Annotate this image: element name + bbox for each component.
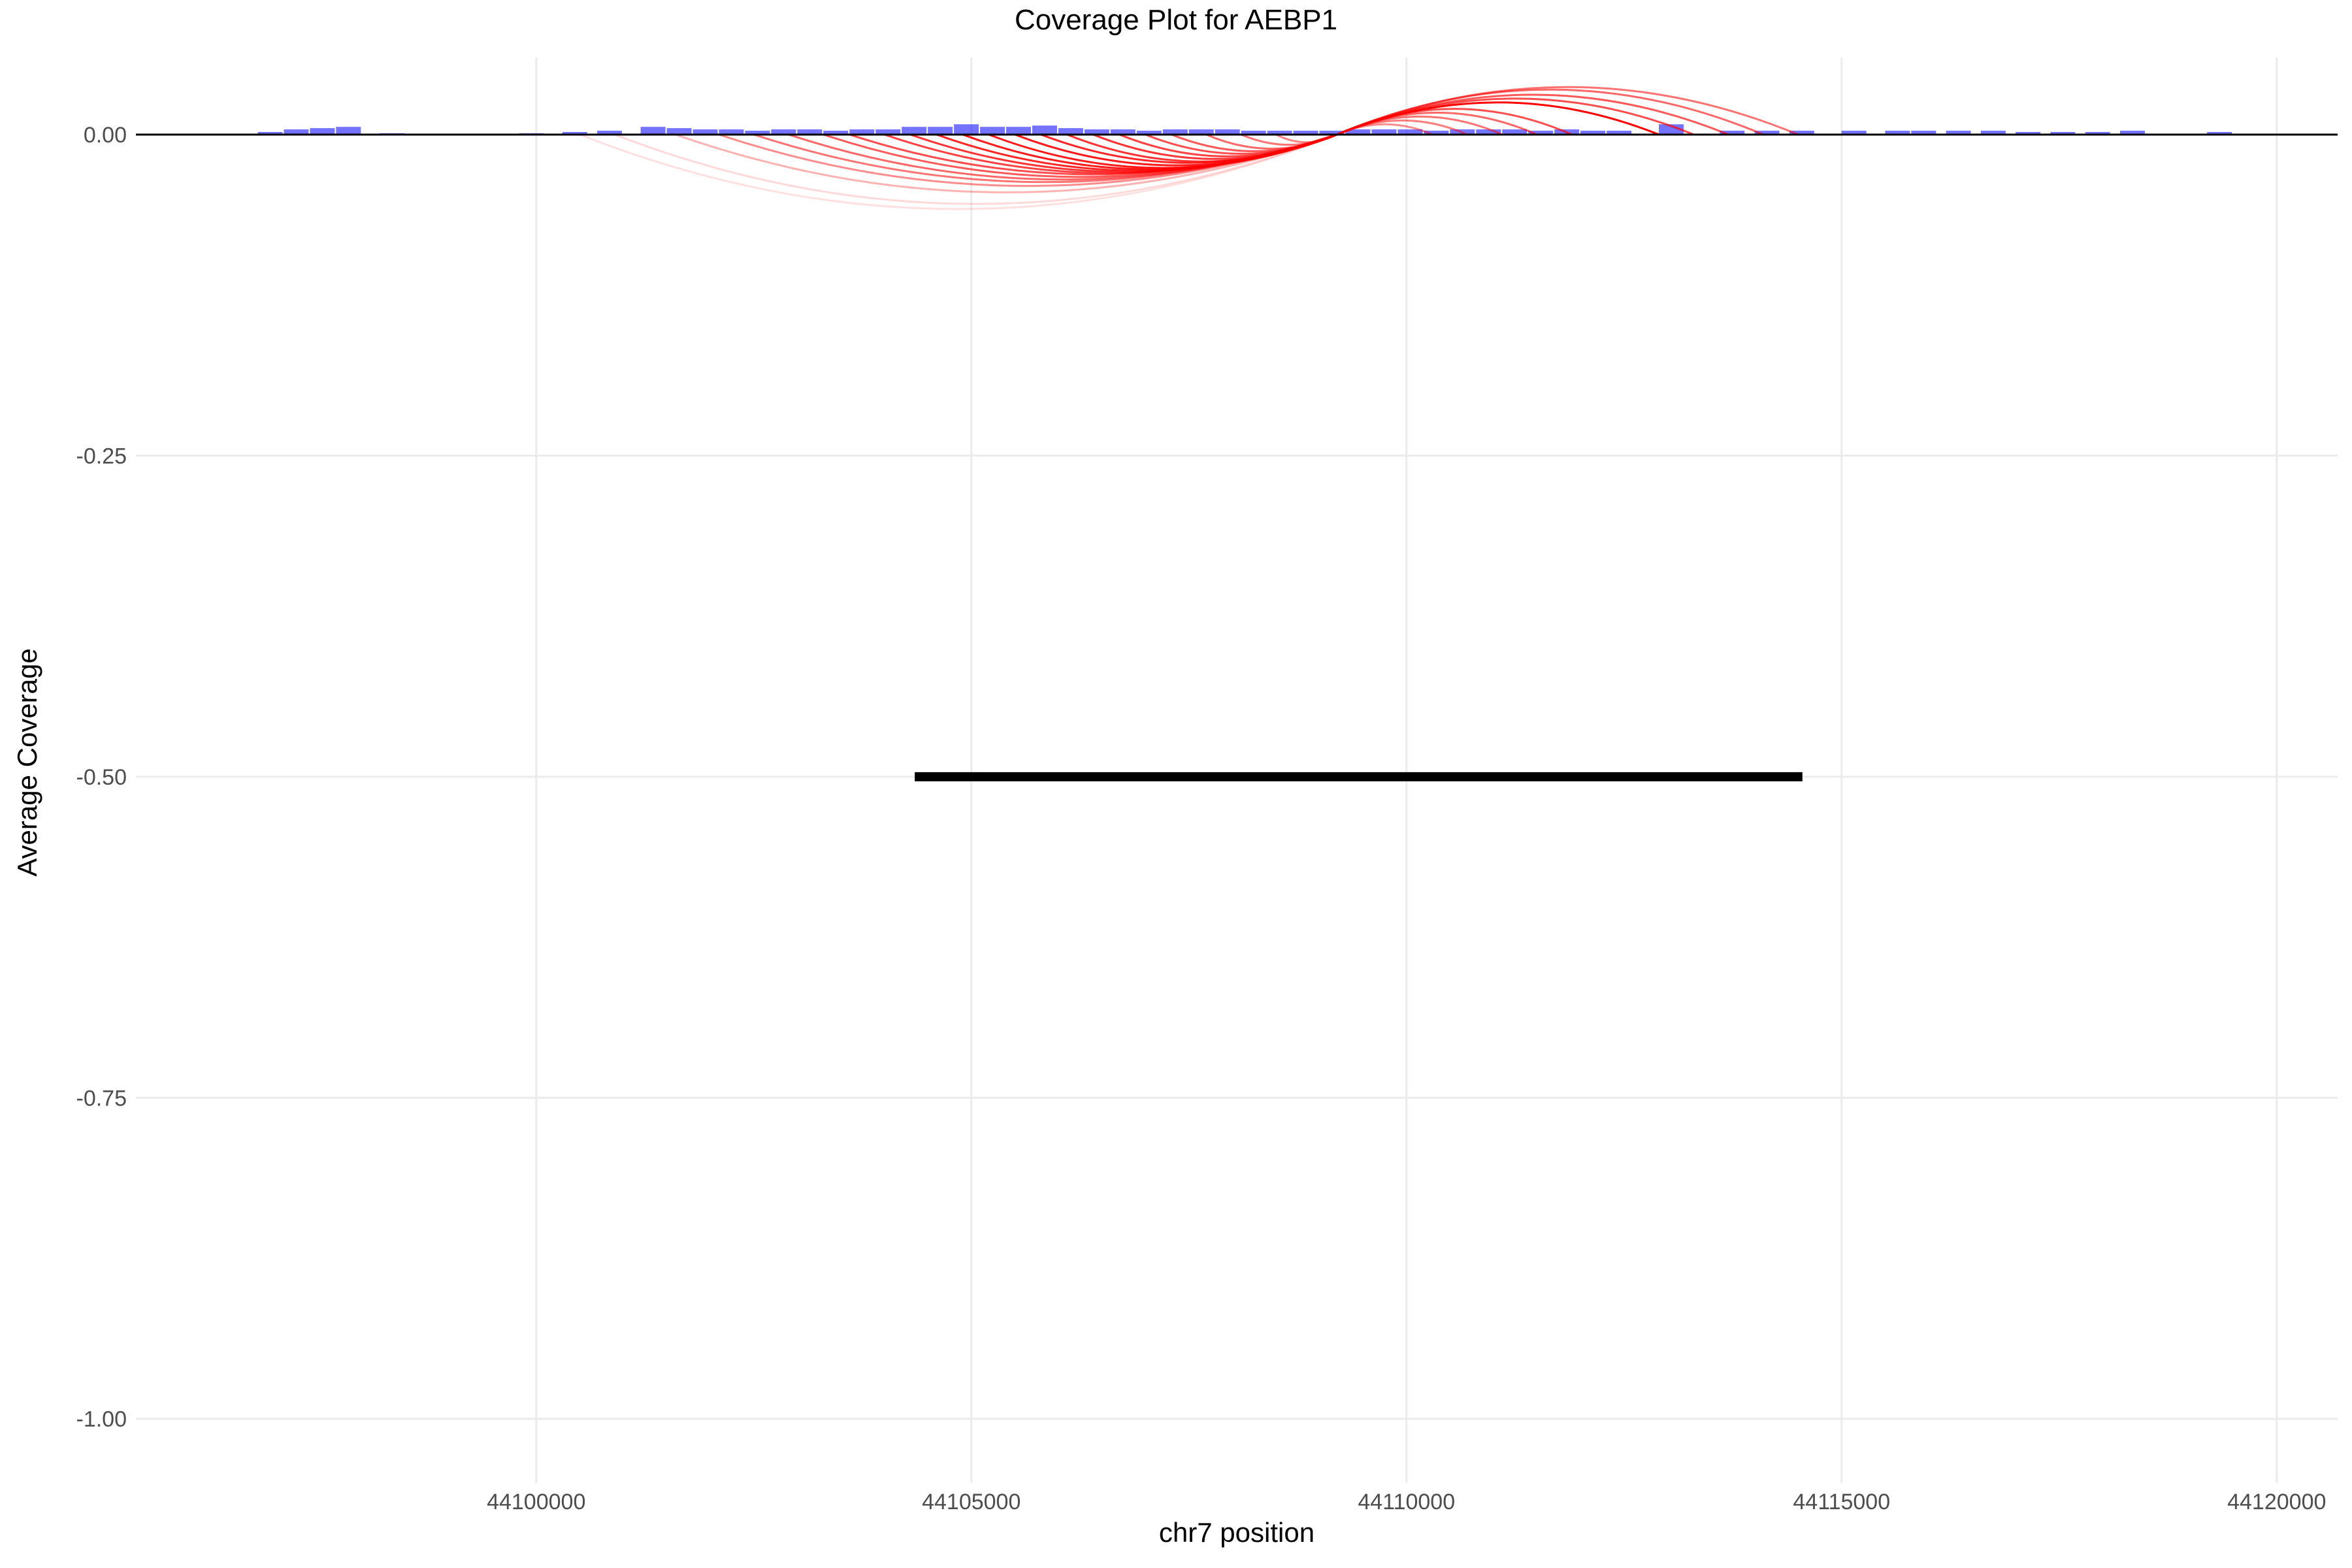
coverage-bar (1058, 128, 1083, 135)
coverage-bar (1476, 129, 1501, 135)
coverage-bar (596, 131, 622, 135)
junction-arc (1336, 123, 1433, 136)
junction-arc (579, 133, 1337, 210)
coverage-bar (980, 127, 1005, 135)
coverage-bar (1980, 131, 2006, 135)
coverage-bar (771, 129, 796, 135)
junction-arc (1336, 88, 1764, 136)
y-tick-label: -0.25 (76, 444, 127, 468)
coverage-bar (1789, 131, 1814, 135)
coverage-bar (928, 127, 953, 135)
junction-arcs (579, 86, 1799, 210)
coverage-bars (257, 124, 2232, 135)
y-tick-labels: 0.00 -0.25 -0.50 -0.75 -1.00 (76, 123, 127, 1432)
coverage-bar (2050, 132, 2076, 135)
coverage-bar (1885, 131, 1910, 135)
x-gridlines (535, 57, 2278, 1483)
coverage-bar (2085, 132, 2110, 135)
y-tick-label: 0.00 (84, 123, 127, 148)
coverage-bar (745, 131, 770, 135)
coverage-bar (1371, 129, 1397, 135)
coverage-bar (336, 127, 361, 135)
y-tick-label: -1.00 (76, 1407, 127, 1432)
coverage-bar (310, 128, 335, 135)
x-tick-label: 44120000 (2227, 1490, 2326, 1514)
coverage-bar (849, 129, 875, 135)
coverage-bar (1345, 129, 1371, 135)
junction-arc (1336, 119, 1468, 136)
coverage-bar (1502, 129, 1527, 135)
coverage-bar (1946, 131, 1971, 135)
coverage-bar (2207, 132, 2232, 135)
coverage-bar (797, 129, 823, 135)
coverage-bar (640, 127, 666, 135)
coverage-bar (666, 128, 692, 135)
coverage-bar (1136, 131, 1162, 135)
coverage-bar (1241, 131, 1266, 135)
coverage-bar (1607, 131, 1632, 135)
coverage-bar (1215, 129, 1240, 135)
coverage-bar (875, 129, 901, 135)
x-tick-labels: 44100000 44105000 44110000 44115000 44120000 (487, 1490, 2326, 1514)
coverage-bar (2119, 131, 2145, 135)
coverage-bar (1188, 129, 1214, 135)
coverage-bar (1580, 131, 1606, 135)
y-tick-label: -0.50 (76, 765, 127, 790)
coverage-bar (1424, 131, 1449, 135)
x-tick-label: 44115000 (1793, 1490, 1890, 1514)
coverage-bar (257, 132, 283, 135)
x-axis-label: chr7 position (1158, 1517, 1315, 1548)
coverage-bar (954, 124, 979, 135)
x-tick-label: 44105000 (922, 1490, 1021, 1514)
coverage-bar (1841, 131, 1867, 135)
coverage-bar (1110, 129, 1135, 135)
junction-arc (614, 133, 1337, 205)
coverage-bar (1397, 129, 1423, 135)
coverage-bar (1720, 131, 1745, 135)
coverage-bar (284, 129, 309, 135)
coverage-bar (1006, 127, 1031, 135)
junction-arc (675, 133, 1337, 193)
y-tick-label: -0.75 (76, 1086, 127, 1111)
coverage-bar (719, 129, 744, 135)
coverage-bar (693, 129, 718, 135)
coverage-bar (1659, 124, 1684, 135)
coverage-bar (1084, 129, 1109, 135)
coverage-bar (1032, 125, 1057, 135)
chart-title: Coverage Plot for AEBP1 (1014, 4, 1338, 36)
coverage-bar (2016, 132, 2041, 135)
coverage-bar (562, 132, 587, 135)
junction-arc (1275, 133, 1337, 144)
coverage-bar (902, 127, 927, 135)
coverage-bar (823, 131, 849, 135)
coverage-bar (1528, 131, 1554, 135)
x-tick-label: 44100000 (487, 1490, 585, 1514)
coverage-bar (1293, 131, 1318, 135)
coverage-bar (1267, 131, 1292, 135)
coverage-bar (1319, 131, 1345, 135)
coverage-bar (1911, 131, 1936, 135)
coverage-bar (1162, 129, 1188, 135)
coverage-bar (1754, 131, 1780, 135)
x-tick-label: 44110000 (1358, 1490, 1455, 1514)
